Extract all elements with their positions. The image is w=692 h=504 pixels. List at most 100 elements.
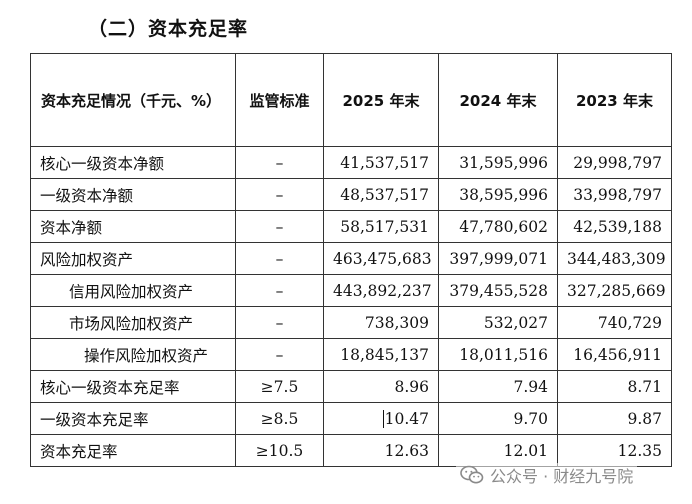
row-value-2025-text: 48,537,517 xyxy=(340,185,429,204)
row-value-2025: 18,845,137 xyxy=(323,338,439,371)
row-value-2023-text: 327,285,669 xyxy=(567,281,666,300)
table-row: 风险加权资产 – 463,475,683 397,999,071 344,483,309 xyxy=(30,242,672,275)
row-value-2023: 12.35 xyxy=(557,434,672,467)
row-value-2024: 18,011,516 xyxy=(438,338,558,371)
row-value-2025: 12.63 xyxy=(323,434,439,467)
row-label-text: 操作风险加权资产 xyxy=(84,346,209,365)
row-value-2024-text: 18,011,516 xyxy=(459,345,548,364)
row-label: 核心一级资本净额 xyxy=(30,146,236,179)
row-label: 信用风险加权资产 xyxy=(30,274,236,307)
row-value-2025: 738,309 xyxy=(323,306,439,339)
row-label: 一级资本净额 xyxy=(30,178,236,211)
table-row: 操作风险加权资产 – 18,845,137 18,011,516 16,456,911 xyxy=(30,338,672,371)
table-row: 核心一级资本净额 – 41,537,517 31,595,996 29,998,797 xyxy=(30,146,672,179)
row-value-2025-text: 58,517,531 xyxy=(340,217,429,236)
row-value-2025-text: 463,475,683 xyxy=(333,249,432,268)
row-value-2025: 58,517,531 xyxy=(323,210,439,243)
header-category: 资本充足情况（千元、%） xyxy=(30,53,236,147)
row-standard-text: ≥8.5 xyxy=(260,409,299,428)
row-value-2023: 344,483,309 xyxy=(557,242,672,275)
row-value-2025-text: 41,537,517 xyxy=(340,153,429,172)
row-value-2023-text: 29,998,797 xyxy=(573,153,662,172)
section-title: （二）资本充足率 xyxy=(88,18,249,40)
row-value-2023: 8.71 xyxy=(557,370,672,403)
row-standard: ≥7.5 xyxy=(235,370,324,403)
row-value-2024-text: 12.01 xyxy=(503,441,548,460)
row-value-2024: 397,999,071 xyxy=(438,242,558,275)
row-label-text: 核心一级资本净额 xyxy=(40,154,165,173)
row-value-2025: 41,537,517 xyxy=(323,146,439,179)
row-value-2023: 16,456,911 xyxy=(557,338,672,371)
wechat-icon xyxy=(460,465,484,484)
row-standard-text: – xyxy=(275,249,284,268)
row-standard-text: – xyxy=(275,345,284,364)
row-standard: ≥8.5 xyxy=(235,402,324,435)
row-value-2025-text: 18,845,137 xyxy=(340,345,429,364)
table-row: 一级资本充足率 ≥8.5 10.47 9.70 9.87 xyxy=(30,402,672,435)
row-value-2024: 12.01 xyxy=(438,434,558,467)
row-standard-text: – xyxy=(275,313,284,332)
row-value-2025: 463,475,683 xyxy=(323,242,439,275)
row-standard: – xyxy=(235,274,324,307)
row-value-2024: 7.94 xyxy=(438,370,558,403)
row-label: 资本净额 xyxy=(30,210,236,243)
row-label-text: 信用风险加权资产 xyxy=(69,282,194,301)
row-value-2025: 8.96 xyxy=(323,370,439,403)
row-value-2024-text: 38,595,996 xyxy=(459,185,548,204)
table-row: 资本充足率 ≥10.5 12.63 12.01 12.35 xyxy=(30,434,672,467)
header-standard: 监管标准 xyxy=(235,53,324,147)
table-row: 市场风险加权资产 – 738,309 532,027 740,729 xyxy=(30,306,672,339)
watermark: 公众号 · 财经九号院 xyxy=(456,463,638,487)
table-row: 资本净额 – 58,517,531 47,780,602 42,539,188 xyxy=(30,210,672,243)
row-value-2025-text: 12.63 xyxy=(384,441,429,460)
row-label: 核心一级资本充足率 xyxy=(30,370,236,403)
table-header-row: 资本充足情况（千元、%） 监管标准 2025 年末 2024 年末 2023 年… xyxy=(30,53,672,147)
row-value-2024-text: 397,999,071 xyxy=(449,249,548,268)
row-value-2023: 33,998,797 xyxy=(557,178,672,211)
row-value-2024: 47,780,602 xyxy=(438,210,558,243)
row-value-2024-text: 7.94 xyxy=(513,377,548,396)
row-value-2024: 379,455,528 xyxy=(438,274,558,307)
row-value-2024: 38,595,996 xyxy=(438,178,558,211)
row-standard: – xyxy=(235,178,324,211)
row-value-2025-text: 738,309 xyxy=(364,313,429,332)
capital-adequacy-table: 资本充足情况（千元、%） 监管标准 2025 年末 2024 年末 2023 年… xyxy=(30,53,672,467)
row-value-2025-text: 8.96 xyxy=(394,377,429,396)
row-standard-text: – xyxy=(275,185,284,204)
row-value-2023: 740,729 xyxy=(557,306,672,339)
row-standard: ≥10.5 xyxy=(235,434,324,467)
row-value-2025-text: 443,892,237 xyxy=(333,281,432,300)
row-value-2024-text: 9.70 xyxy=(513,409,548,428)
row-label: 一级资本充足率 xyxy=(30,402,236,435)
row-value-2023: 42,539,188 xyxy=(557,210,672,243)
header-2024: 2024 年末 xyxy=(438,53,558,147)
row-label: 操作风险加权资产 xyxy=(30,338,236,371)
header-2023: 2023 年末 xyxy=(557,53,672,147)
row-standard-text: – xyxy=(275,281,284,300)
row-label-text: 资本充足率 xyxy=(40,442,118,461)
row-value-2024: 9.70 xyxy=(438,402,558,435)
header-2025: 2025 年末 xyxy=(323,53,439,147)
row-value-2023-text: 42,539,188 xyxy=(573,217,662,236)
row-value-2025-text: 10.47 xyxy=(382,409,429,428)
row-standard-text: – xyxy=(275,153,284,172)
row-value-2023-text: 12.35 xyxy=(617,441,662,460)
row-value-2023: 327,285,669 xyxy=(557,274,672,307)
row-label: 市场风险加权资产 xyxy=(30,306,236,339)
table-row: 核心一级资本充足率 ≥7.5 8.96 7.94 8.71 xyxy=(30,370,672,403)
row-standard-text: ≥7.5 xyxy=(260,377,299,396)
row-standard: – xyxy=(235,338,324,371)
row-label-text: 风险加权资产 xyxy=(40,250,134,269)
row-standard-text: ≥10.5 xyxy=(255,441,304,460)
row-value-2023-text: 9.87 xyxy=(627,409,662,428)
row-standard: – xyxy=(235,242,324,275)
row-label: 风险加权资产 xyxy=(30,242,236,275)
row-label-text: 一级资本净额 xyxy=(40,186,134,205)
row-value-2023-text: 8.71 xyxy=(627,377,662,396)
row-value-2025: 48,537,517 xyxy=(323,178,439,211)
table-row: 信用风险加权资产 – 443,892,237 379,455,528 327,285,6… xyxy=(30,274,672,307)
row-value-2024-text: 47,780,602 xyxy=(459,217,548,236)
row-value-2024-text: 532,027 xyxy=(483,313,548,332)
table-row: 一级资本净额 – 48,537,517 38,595,996 33,998,797 xyxy=(30,178,672,211)
row-value-2025: 443,892,237 xyxy=(323,274,439,307)
